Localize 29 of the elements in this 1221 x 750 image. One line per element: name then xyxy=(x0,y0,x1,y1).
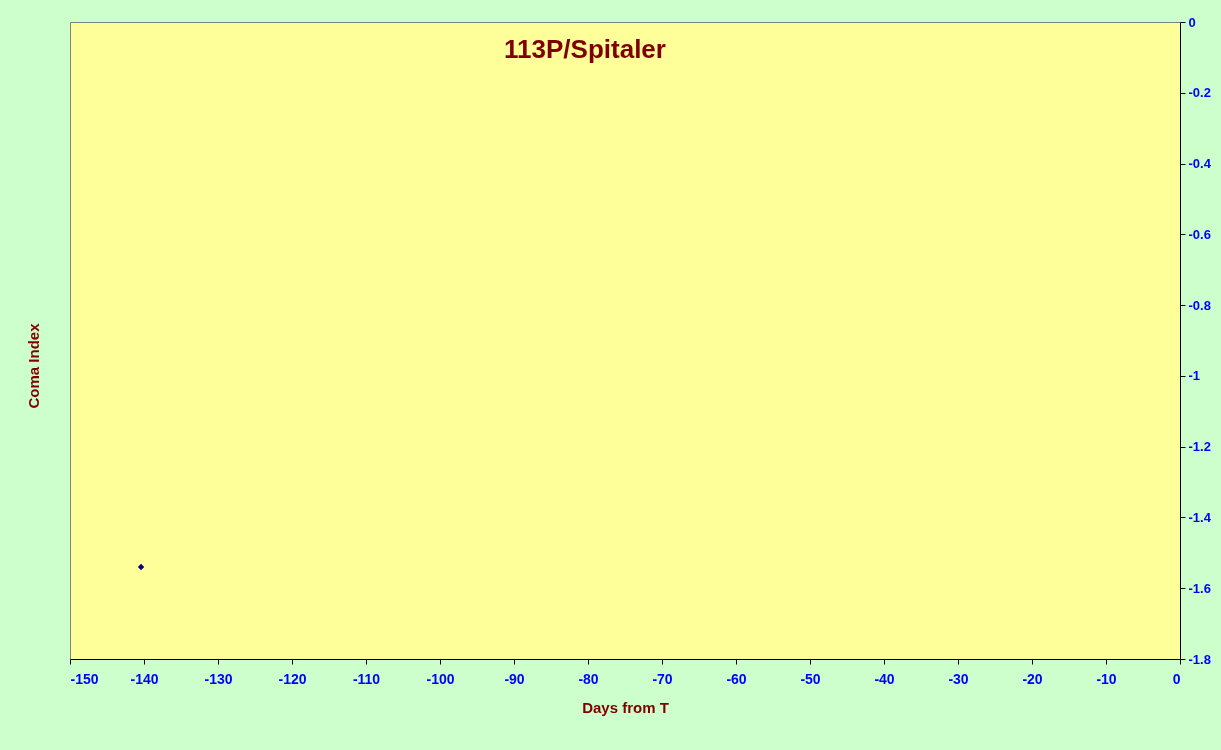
x-tick-label: 0 xyxy=(1172,670,1181,687)
y-tick-label: -1 xyxy=(1188,368,1201,384)
y-tick-label: -1.6 xyxy=(1188,580,1211,596)
x-tick-label: -20 xyxy=(1022,670,1043,687)
y-tick-label: -0.4 xyxy=(1188,156,1212,172)
x-tick-label: -10 xyxy=(1096,670,1117,687)
x-tick-label: -150 xyxy=(70,670,99,687)
y-tick-label: -1.4 xyxy=(1188,509,1212,525)
x-tick-label: -50 xyxy=(800,670,821,687)
x-tick-label: -100 xyxy=(426,670,455,687)
x-tick-label: -90 xyxy=(504,670,525,687)
x-tick-label: -80 xyxy=(578,670,599,687)
y-axis-title: Coma Index xyxy=(25,322,42,409)
y-tick-label: 0 xyxy=(1188,14,1196,30)
x-tick-label: -70 xyxy=(652,670,673,687)
text: 113P/Spitaler xyxy=(504,34,666,64)
x-tick-label: -40 xyxy=(874,670,895,687)
y-tick-label: -1.8 xyxy=(1188,651,1211,667)
y-tick-label: -0.6 xyxy=(1188,226,1211,242)
x-tick-label: -130 xyxy=(204,670,233,687)
y-tick-label: -1.2 xyxy=(1188,439,1211,455)
x-axis-title: Days from T xyxy=(582,698,669,716)
y-tick-label: -0.8 xyxy=(1188,297,1211,313)
x-tick-label: -60 xyxy=(726,670,747,687)
y-tick-label: -0.2 xyxy=(1188,85,1211,101)
x-tick-label: -110 xyxy=(352,670,381,687)
x-tick-label: -30 xyxy=(948,670,969,687)
x-tick-label: -140 xyxy=(130,670,159,687)
x-tick-label: -120 xyxy=(278,670,307,687)
